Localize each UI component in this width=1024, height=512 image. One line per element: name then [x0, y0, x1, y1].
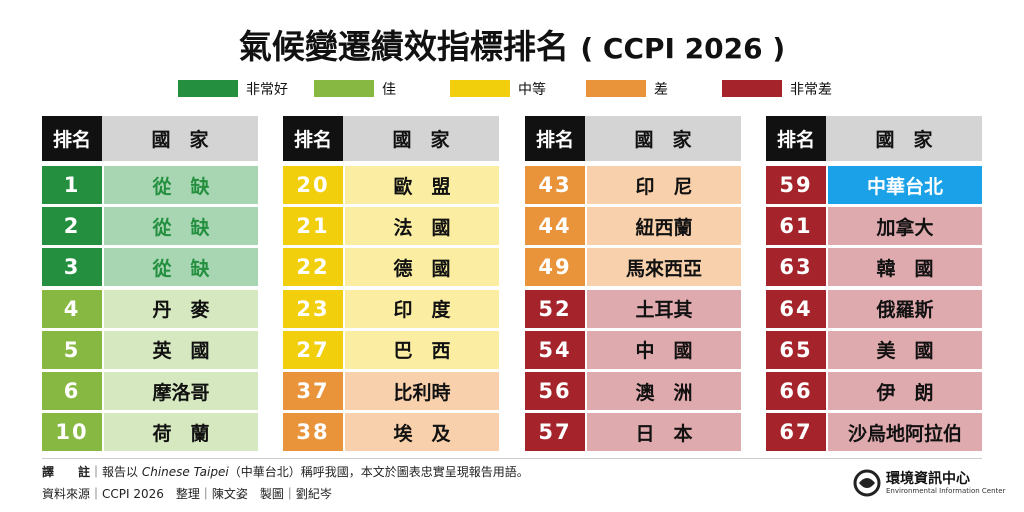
rank-cell: 66 [766, 372, 826, 410]
rank-cell: 49 [525, 248, 585, 287]
rank-cell: 6 [42, 372, 102, 410]
note-post: （中華台北）稱呼我國，本文於圖表忠實呈現報告用語。 [228, 465, 529, 479]
note-pre: ｜報告以 [90, 465, 142, 479]
country-cell: 法 國 [345, 207, 499, 246]
header-rank: 排名 [525, 116, 585, 161]
rank-cell: 63 [766, 248, 826, 287]
rank-cell: 64 [766, 289, 826, 328]
legend-label: 差 [654, 82, 668, 98]
country-cell: 土耳其 [587, 289, 741, 328]
country-cell: 比利時 [345, 372, 499, 410]
header-country: 國 家 [585, 116, 741, 161]
legend-label: 非常差 [790, 82, 832, 98]
legend-swatch [586, 80, 646, 97]
legend-swatch [722, 80, 782, 97]
rank-cell: 4 [42, 289, 102, 328]
rank-cell: 1 [42, 166, 102, 204]
source: 資料來源｜CCPI 2026 整理｜陳文姿 製圖｜劉紀岑 [42, 487, 332, 501]
country-cell: 沙烏地阿拉伯 [828, 413, 982, 452]
legend-label: 非常好 [246, 82, 288, 98]
rank-cell: 3 [42, 248, 102, 287]
rank-cell: 23 [283, 289, 343, 328]
rank-cell: 38 [283, 413, 343, 452]
country-cell: 澳 洲 [587, 372, 741, 410]
country-cell: 英 國 [104, 330, 258, 369]
note-label: 譯 註 [42, 465, 91, 479]
legend-label: 佳 [382, 82, 396, 98]
country-cell: 伊 朗 [828, 372, 982, 410]
rank-cell: 20 [283, 166, 343, 204]
country-cell: 中華台北 [828, 166, 982, 204]
country-cell: 摩洛哥 [104, 372, 258, 410]
header-country: 國 家 [343, 116, 499, 161]
country-cell: 荷 蘭 [104, 413, 258, 452]
rank-cell: 61 [766, 207, 826, 246]
rank-cell: 65 [766, 330, 826, 369]
rank-cell: 22 [283, 248, 343, 287]
country-cell: 日 本 [587, 413, 741, 452]
header-country: 國 家 [102, 116, 258, 161]
header-rank: 排名 [766, 116, 826, 161]
rank-cell: 37 [283, 372, 343, 410]
country-cell: 從 缺 [104, 207, 258, 246]
legend-label: 中等 [518, 82, 546, 98]
country-cell: 加拿大 [828, 207, 982, 246]
rank-cell: 67 [766, 413, 826, 452]
rank-cell: 2 [42, 207, 102, 246]
rank-cell: 43 [525, 166, 585, 204]
divider [42, 458, 982, 459]
note-italic: Chinese Taipei [141, 465, 229, 479]
rank-cell: 5 [42, 330, 102, 369]
country-cell: 紐西蘭 [587, 207, 741, 246]
country-cell: 俄羅斯 [828, 289, 982, 328]
rank-cell: 59 [766, 166, 826, 204]
logo-english: Environmental Information Center [886, 487, 1006, 495]
country-cell: 巴 西 [345, 330, 499, 369]
header-country: 國 家 [826, 116, 982, 161]
country-cell: 馬來西亞 [587, 248, 741, 287]
country-cell: 美 國 [828, 330, 982, 369]
rank-cell: 56 [525, 372, 585, 410]
logo-name: 環境資訊中心 [886, 471, 970, 487]
country-cell: 印 度 [345, 289, 499, 328]
rank-cell: 57 [525, 413, 585, 452]
legend-swatch [314, 80, 374, 97]
title-suffix: ( CCPI 2026 ) [580, 32, 786, 65]
country-cell: 歐 盟 [345, 166, 499, 204]
rank-cell: 27 [283, 330, 343, 369]
legend-swatch [178, 80, 238, 97]
header-rank: 排名 [42, 116, 102, 161]
country-cell: 韓 國 [828, 248, 982, 287]
rank-cell: 21 [283, 207, 343, 246]
country-cell: 印 尼 [587, 166, 741, 204]
country-cell: 埃 及 [345, 413, 499, 452]
rank-cell: 10 [42, 413, 102, 452]
note: 譯 註｜報告以 Chinese Taipei（中華台北）稱呼我國，本文於圖表忠實… [42, 463, 529, 480]
logo-icon [853, 469, 881, 497]
country-cell: 從 缺 [104, 166, 258, 204]
rank-cell: 52 [525, 289, 585, 328]
country-cell: 丹 麥 [104, 289, 258, 328]
legend-swatch [450, 80, 510, 97]
header-rank: 排名 [283, 116, 343, 161]
rank-cell: 44 [525, 207, 585, 246]
rank-cell: 54 [525, 330, 585, 369]
country-cell: 德 國 [345, 248, 499, 287]
title: 氣候變遷績效指標排名 ( CCPI 2026 ) [0, 20, 1024, 68]
country-cell: 中 國 [587, 330, 741, 369]
country-cell: 從 缺 [104, 248, 258, 287]
title-main: 氣候變遷績效指標排名 [238, 27, 569, 66]
